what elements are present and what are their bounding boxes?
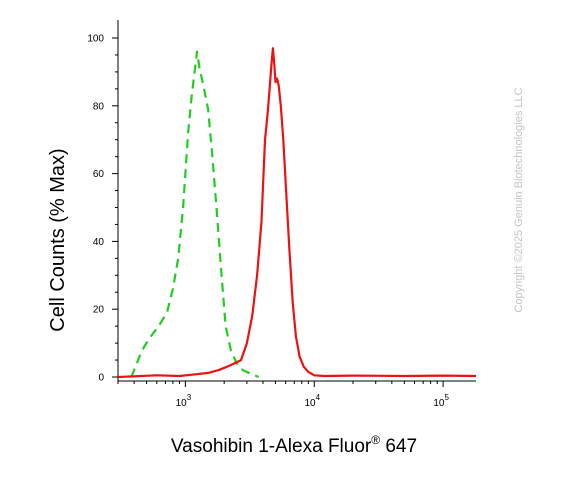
x-tick-label: 104 xyxy=(304,393,320,409)
x-tick-label: 103 xyxy=(176,393,192,409)
y-tick-label: 60 xyxy=(93,169,105,180)
copyright-watermark: Copyright ©2025 Genuin Biotechnologies L… xyxy=(513,87,525,312)
series xyxy=(117,47,477,379)
y-tick-label: 40 xyxy=(93,237,105,248)
x-tick-label: 105 xyxy=(433,393,449,409)
sample-histogram-line xyxy=(117,47,477,379)
ticks: 0 20 40 60 80 100 103 104 105 xyxy=(87,34,449,410)
axes xyxy=(117,20,476,382)
x-axis-title: Vasohibin 1-Alexa Fluor® 647 xyxy=(171,433,417,457)
x-axis-title-suffix: 647 xyxy=(380,436,417,457)
x-axis-title-registered: ® xyxy=(371,433,380,447)
y-tick-label: 100 xyxy=(87,34,104,45)
y-tick-label: 0 xyxy=(98,373,104,384)
control-histogram-line xyxy=(130,50,260,379)
x-axis-title-main: Vasohibin 1-Alexa Fluor xyxy=(171,436,372,457)
y-tick-label: 80 xyxy=(93,101,105,112)
y-axis-title: Cell Counts (% Max) xyxy=(47,148,69,331)
y-tick-label: 20 xyxy=(93,305,105,316)
